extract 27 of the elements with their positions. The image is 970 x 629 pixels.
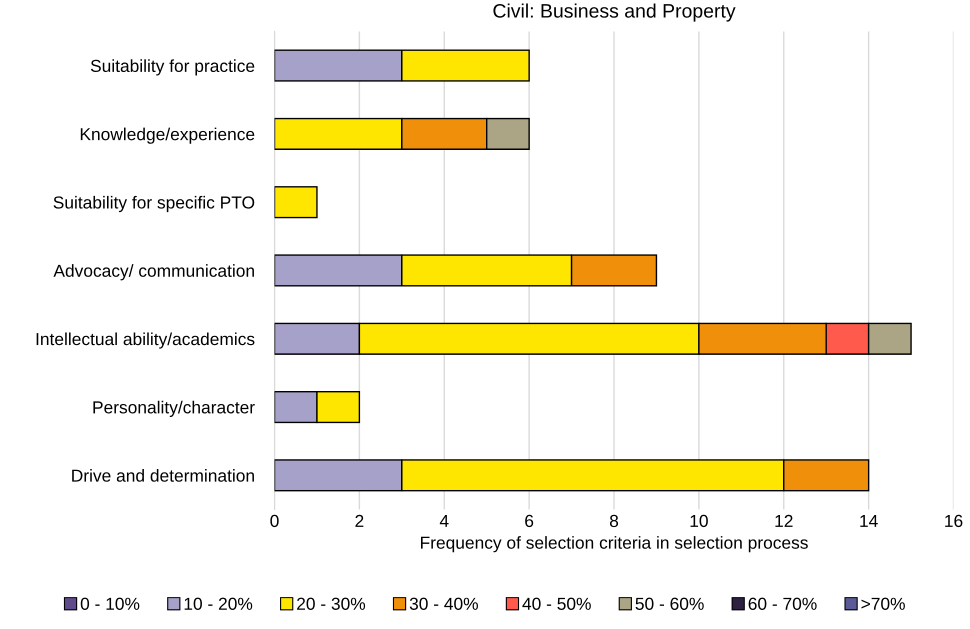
legend-label: 40 - 50% bbox=[522, 598, 591, 610]
legend-label: 60 - 70% bbox=[748, 598, 817, 610]
y-tick-label: Suitability for specific PTO bbox=[54, 196, 254, 212]
x-tick-label: 14 bbox=[860, 514, 878, 527]
x-tick-label: 12 bbox=[775, 514, 793, 527]
x-tick-label: 6 bbox=[525, 514, 534, 528]
legend-label: 0 - 10% bbox=[80, 598, 140, 610]
legend-label: >70% bbox=[861, 598, 905, 610]
chart-title: Civil: Business and Property bbox=[493, 3, 736, 22]
y-tick-label: Advocacy/ communication bbox=[53, 264, 254, 280]
x-tick-label: 2 bbox=[355, 514, 364, 527]
x-tick-label: 10 bbox=[690, 514, 708, 528]
y-tick-label: Intellectual ability/academics bbox=[36, 332, 254, 349]
x-tick-label: 16 bbox=[945, 514, 962, 528]
x-tick-label: 4 bbox=[440, 514, 449, 527]
bar bbox=[274, 186, 318, 218]
legend-label: 50 - 60% bbox=[636, 598, 704, 610]
x-tick-label: 8 bbox=[610, 514, 618, 528]
y-tick-label: Knowledge/experience bbox=[80, 128, 254, 144]
legend-label: 30 - 40% bbox=[410, 598, 478, 610]
x-tick-label: 0 bbox=[270, 514, 279, 528]
y-tick-label: Suitability for practice bbox=[90, 59, 254, 76]
y-tick-label: Drive and determination bbox=[72, 469, 254, 482]
legend-label: 20 - 30% bbox=[297, 598, 366, 610]
legend-label: 10 - 20% bbox=[184, 598, 252, 610]
y-tick-label: Personality/character bbox=[93, 400, 255, 417]
x-axis-title: Frequency of selection criteria in selection process bbox=[421, 536, 808, 552]
